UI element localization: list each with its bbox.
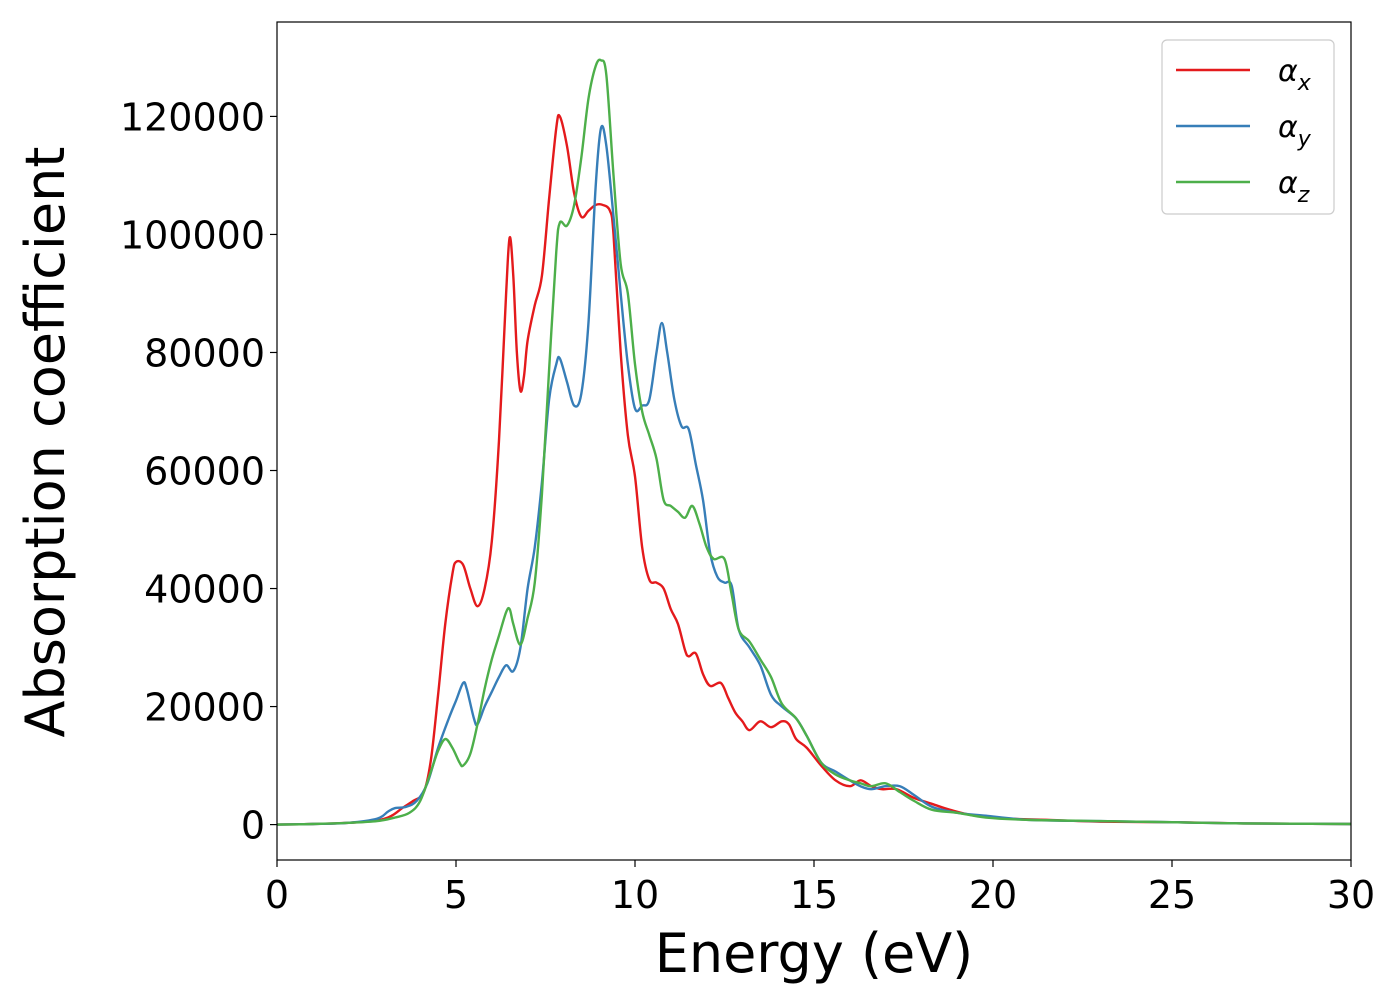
series-line-y <box>277 124 1351 826</box>
x-tick-label: 30 <box>1327 873 1375 917</box>
series-lines <box>277 58 1351 826</box>
series-line-z <box>277 58 1351 826</box>
y-tick-label: 60000 <box>144 450 265 494</box>
y-tick-label: 100000 <box>120 213 265 257</box>
y-tick-label: 80000 <box>144 331 265 375</box>
legend-symbol: α <box>1278 54 1298 89</box>
legend-label-x: αx <box>1278 54 1312 96</box>
y-tick-label: 0 <box>241 804 265 848</box>
legend-subscript: z <box>1297 183 1310 208</box>
x-tick-label: 25 <box>1148 873 1196 917</box>
y-tick-label: 20000 <box>144 686 265 730</box>
x-axis-title: Energy (eV) <box>655 922 974 985</box>
x-axis-ticks: 0 5 10 15 20 25 30 <box>265 860 1375 917</box>
legend-subscript: y <box>1297 127 1312 152</box>
series-line-x <box>277 113 1351 826</box>
x-tick-label: 20 <box>969 873 1017 917</box>
legend-subscript: x <box>1297 71 1312 96</box>
y-tick-label: 120000 <box>120 95 265 139</box>
legend-symbol: α <box>1278 166 1298 201</box>
x-tick-label: 5 <box>444 873 468 917</box>
legend-symbol: α <box>1278 110 1298 145</box>
legend-label-z: αz <box>1278 166 1310 208</box>
y-axis-title: Absorption coefficient <box>14 147 77 738</box>
y-tick-label: 40000 <box>144 568 265 612</box>
x-tick-label: 0 <box>265 873 289 917</box>
legend-label-y: αy <box>1278 110 1312 152</box>
x-tick-label: 15 <box>790 873 838 917</box>
x-tick-label: 10 <box>611 873 659 917</box>
y-axis-ticks: 0 20000 40000 60000 80000 100000 120000 <box>120 95 277 848</box>
